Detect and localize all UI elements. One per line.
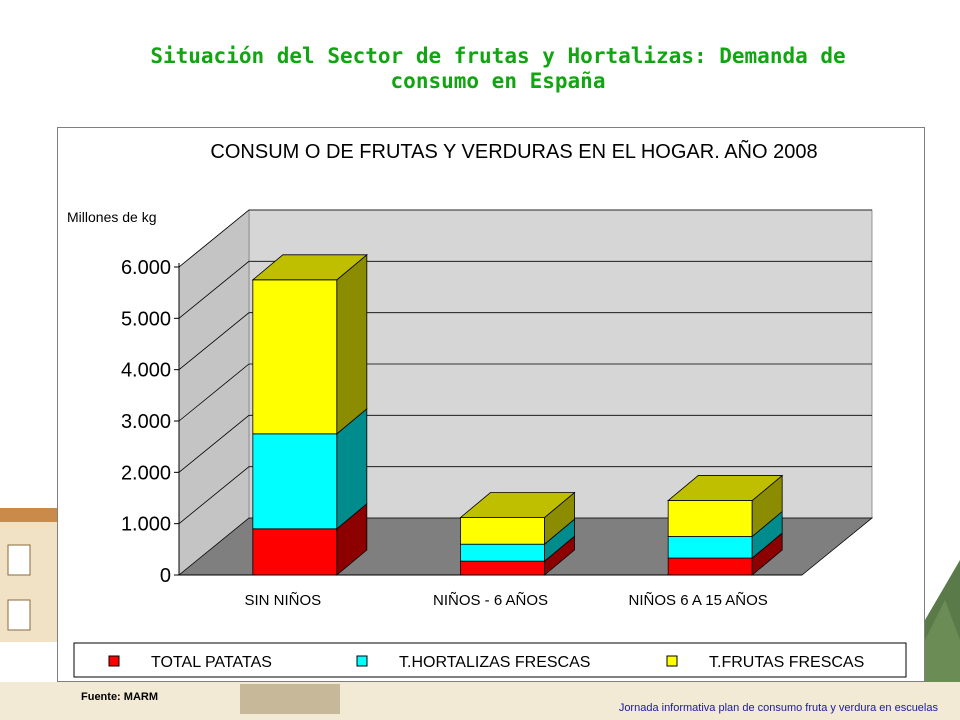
- chart-gridlines: [178, 209, 872, 524]
- bar-0-1: [252, 433, 338, 530]
- bar-2-1: [667, 536, 753, 559]
- bar-0-2: [252, 279, 338, 435]
- bar-chart: 0 1.000 2.000 3.000 4.000 5.000 6.000 SIN NIÑOS…: [67, 139, 907, 678]
- bar-top-2: [667, 475, 784, 501]
- gridline-3: [178, 363, 872, 422]
- slide-title-line2: consumo en España: [390, 69, 606, 93]
- bar-side-0-2: [336, 253, 368, 435]
- gridline-1: [178, 466, 872, 524]
- footer-text: Jornada informativa plan de consumo frut…: [618, 702, 938, 714]
- legend-swatch-0: [108, 655, 120, 667]
- y-tick-label-2: 2.000: [121, 462, 171, 484]
- bar-0-0: [252, 528, 338, 576]
- chart-axes: 0 1.000 2.000 3.000 4.000 5.000 6.000 SIN NIÑOS…: [121, 257, 802, 609]
- bar-stack-0: [251, 253, 368, 576]
- gridline-6: [178, 209, 872, 268]
- bar-1-2: [460, 517, 545, 545]
- chart-legend: TOTAL PATATAS T.HORTALIZAS FRESCAS T.FRUTA…: [73, 642, 907, 678]
- bar-2-2: [667, 500, 753, 537]
- bar-1-1: [460, 543, 545, 562]
- legend-box: [73, 642, 907, 678]
- bar-2-0: [667, 557, 753, 576]
- legend-label-0: TOTAL PATATAS: [151, 654, 272, 671]
- legend-swatch-2: [666, 655, 678, 667]
- x-tick-label-1: NIÑOS - 6 AÑOS: [433, 592, 548, 609]
- y-tick-label-4: 4.000: [121, 360, 171, 382]
- gridline-5: [178, 260, 872, 319]
- gridline-4: [178, 312, 872, 370]
- slide-title-line1: Situación del Sector de frutas y Hortali…: [150, 44, 846, 68]
- x-tick-label-2: NIÑOS 6 A 15 AÑOS: [629, 592, 768, 609]
- bar-top-0: [251, 254, 368, 281]
- source-note: Fuente: MARM: [81, 691, 158, 703]
- x-tick-label-0: SIN NIÑOS: [244, 592, 321, 609]
- bar-stack-1: [459, 491, 576, 576]
- bar-stack-2: [667, 474, 784, 576]
- gridline-2: [178, 414, 872, 473]
- legend-label-1: T.HORTALIZAS FRESCAS: [399, 654, 590, 671]
- y-tick-label-3: 3.000: [121, 411, 171, 433]
- y-axis-label: Millones de kg: [67, 209, 157, 225]
- legend-label-2: T.FRUTAS FRESCAS: [709, 654, 864, 671]
- legend-swatch-1: [356, 655, 368, 667]
- y-tick-label-6: 6.000: [121, 257, 171, 279]
- chart-title: CONSUM O DE FRUTAS Y VERDURAS EN EL HOGA…: [210, 139, 817, 163]
- bar-1-0: [460, 560, 545, 576]
- bar-top-1: [459, 492, 576, 518]
- slide-title: Situación del Sector de frutas y Hortali…: [60, 44, 936, 94]
- y-tick-label-0: 0: [160, 565, 171, 587]
- y-tick-label-1: 1.000: [121, 514, 171, 536]
- y-tick-label-5: 5.000: [121, 308, 171, 330]
- chart-bars: [251, 253, 784, 576]
